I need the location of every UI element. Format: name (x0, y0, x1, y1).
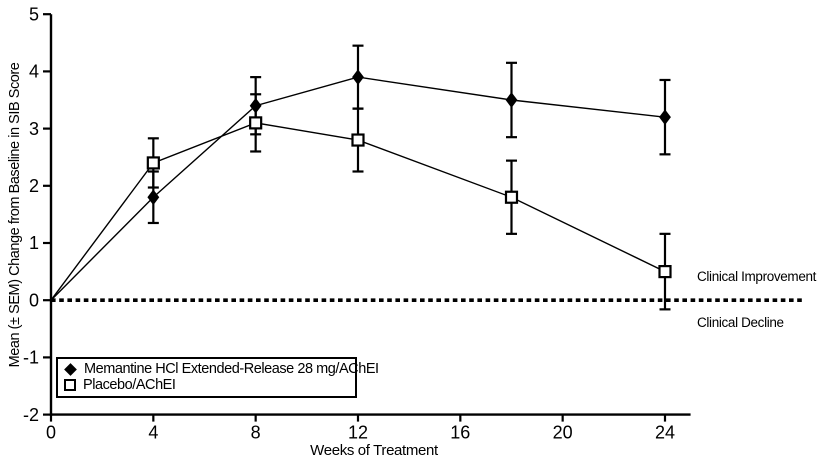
legend-item-memantine: Memantine HCl Extended-Release 28 mg/ACh… (63, 361, 379, 377)
series-line-0 (50, 76, 666, 301)
marker-filled-diamond (505, 92, 518, 108)
x-tick-label: 8 (251, 423, 261, 443)
y-tick-label: 0 (29, 290, 39, 310)
y-axis-title: Mean (± SEM) Change from Baseline in SIB… (7, 62, 23, 368)
marker-open-square (504, 190, 519, 204)
x-tick-label: 4 (148, 423, 158, 443)
clinical-improvement-label: Clinical Improvement (697, 269, 817, 284)
marker-filled-diamond (249, 97, 262, 114)
marker-filled-diamond (147, 189, 160, 206)
legend-label-memantine: Memantine HCl Extended-Release 28 mg/ACh… (84, 361, 379, 377)
marker-open-square (146, 156, 160, 170)
y-tick-label: 3 (29, 119, 39, 139)
marker-filled-diamond (352, 69, 364, 85)
legend-item-placebo: Placebo/AChEI (63, 377, 349, 393)
open-square-icon (64, 379, 76, 391)
y-tick-label: -2 (23, 405, 39, 425)
x-tick-label: 16 (450, 423, 470, 443)
filled-diamond-icon (64, 362, 77, 376)
x-tick-label: 20 (553, 423, 573, 443)
marker-filled-diamond (659, 109, 671, 125)
marker-open-square (658, 265, 672, 279)
y-tick-label: 4 (29, 62, 39, 82)
legend-label-placebo: Placebo/AChEI (83, 377, 176, 393)
marker-open-square (249, 116, 263, 130)
x-tick-label: 24 (655, 423, 675, 443)
legend: Memantine HCl Extended-Release 28 mg/ACh… (56, 357, 379, 398)
x-axis-title: Weeks of Treatment (310, 442, 438, 459)
clinical-decline-label: Clinical Decline (697, 315, 784, 330)
y-tick-label: 5 (29, 4, 39, 24)
y-tick-label: -1 (23, 348, 39, 368)
y-tick-label: 2 (29, 176, 39, 196)
x-tick-label: 12 (348, 423, 368, 443)
x-tick-label: 0 (46, 423, 56, 443)
marker-open-square (351, 133, 365, 147)
y-tick-label: 1 (29, 233, 39, 253)
series-line-1 (50, 122, 666, 301)
